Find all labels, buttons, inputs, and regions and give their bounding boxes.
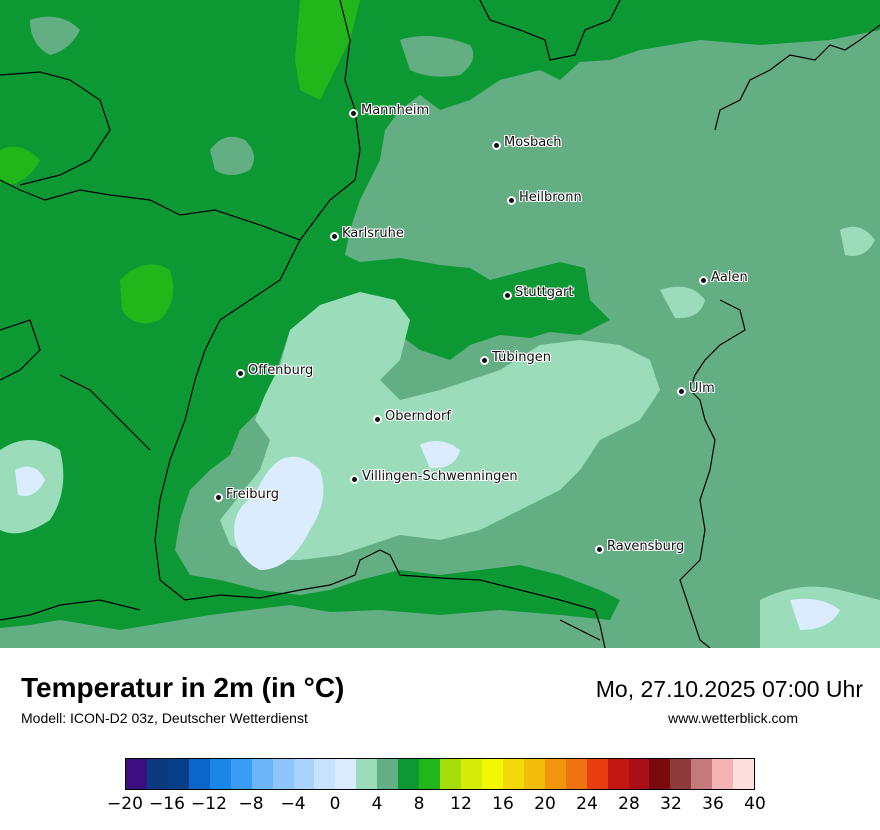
colorbar-swatch bbox=[670, 759, 692, 789]
city-ulm[interactable]: Ulm bbox=[677, 381, 715, 399]
city-marker-icon bbox=[480, 356, 489, 365]
colorbar-tick-label: 36 bbox=[702, 794, 724, 814]
colorbar-swatch bbox=[126, 759, 147, 789]
city-marker-icon bbox=[349, 109, 358, 118]
city-label: Heilbronn bbox=[519, 190, 582, 205]
city-heilbronn[interactable]: Heilbronn bbox=[507, 190, 582, 208]
city-label: Ravensburg bbox=[607, 539, 685, 554]
colorbar-ticks: −20 −16 −12 −8 −4 0 4 8 12 16 20 24 28 32 36 40 bbox=[0, 790, 880, 830]
colorbar-tick-label: −8 bbox=[238, 794, 264, 814]
city-label: Oberndorf bbox=[385, 409, 451, 424]
city-label: Mannheim bbox=[361, 103, 430, 118]
city-label: Ulm bbox=[689, 381, 715, 396]
colorbar-tick-label: 40 bbox=[744, 794, 766, 814]
temp-zone-bright bbox=[295, 0, 360, 100]
forecast-datetime: Mo, 27.10.2025 07:00 Uhr bbox=[595, 676, 863, 702]
colorbar-tick-label: 20 bbox=[534, 794, 556, 814]
colorbar-swatch bbox=[146, 759, 168, 789]
colorbar-swatch bbox=[272, 759, 294, 789]
colorbar-tick-label: −12 bbox=[191, 794, 227, 814]
city-label: Mosbach bbox=[504, 135, 562, 150]
colorbar-tick-label: 12 bbox=[450, 794, 472, 814]
city-marker-icon bbox=[492, 141, 501, 150]
colorbar-swatch bbox=[586, 759, 608, 789]
colorbar-swatch bbox=[481, 759, 503, 789]
colorbar-swatch bbox=[712, 759, 734, 789]
city-label: Offenburg bbox=[248, 363, 314, 378]
city-marker-icon bbox=[330, 232, 339, 241]
colorbar-tick-label: 8 bbox=[413, 794, 425, 814]
colorbar-swatch bbox=[565, 759, 587, 789]
colorbar-tick-label: 28 bbox=[618, 794, 640, 814]
city-label: Stuttgart bbox=[515, 285, 574, 300]
colorbar-swatch bbox=[377, 759, 399, 789]
colorbar-swatch bbox=[649, 759, 671, 789]
state-borders bbox=[0, 0, 880, 648]
city-label: Karlsruhe bbox=[342, 226, 404, 241]
map-svg bbox=[0, 0, 880, 648]
city-marker-icon bbox=[236, 369, 245, 378]
colorbar-swatch bbox=[335, 759, 357, 789]
map-title: Temperatur in 2m (in °C) bbox=[21, 672, 345, 703]
colorbar-swatch bbox=[544, 759, 566, 789]
colorbar-swatch bbox=[461, 759, 482, 789]
temperature-colorbar bbox=[125, 758, 755, 790]
colorbar-swatch bbox=[209, 759, 231, 789]
city-mannheim[interactable]: Mannheim bbox=[349, 103, 430, 121]
colorbar-swatch bbox=[691, 759, 713, 789]
city-label: Tübingen bbox=[492, 350, 551, 365]
city-offenburg[interactable]: Offenburg bbox=[236, 363, 314, 381]
city-karlsruhe[interactable]: Karlsruhe bbox=[330, 226, 404, 244]
colorbar-tick-label: −4 bbox=[280, 794, 306, 814]
colorbar-swatch bbox=[230, 759, 252, 789]
city-marker-icon bbox=[503, 291, 512, 300]
city-marker-icon bbox=[699, 276, 708, 285]
colorbar-swatch bbox=[167, 759, 189, 789]
city-label: Freiburg bbox=[226, 487, 280, 502]
colorbar-tick-label: 0 bbox=[329, 794, 341, 814]
city-tuebingen[interactable]: Tübingen bbox=[480, 350, 551, 368]
colorbar-swatch bbox=[398, 759, 420, 789]
colorbar-swatch bbox=[293, 759, 315, 789]
colorbar-swatch bbox=[251, 759, 273, 789]
colorbar-swatch bbox=[502, 759, 524, 789]
temperature-map[interactable]: Mannheim Mosbach Heilbronn Karlsruhe Aal… bbox=[0, 0, 880, 648]
colorbar-swatch bbox=[314, 759, 336, 789]
colorbar-tick-label: 16 bbox=[492, 794, 514, 814]
city-marker-icon bbox=[373, 415, 382, 424]
city-mosbach[interactable]: Mosbach bbox=[492, 135, 562, 153]
colorbar-tick-label: 32 bbox=[660, 794, 682, 814]
colorbar-swatch bbox=[523, 759, 545, 789]
temp-zone-light bbox=[220, 292, 660, 560]
colorbar-tick-label: −16 bbox=[149, 794, 185, 814]
colorbar-swatch bbox=[628, 759, 650, 789]
model-info: Modell: ICON-D2 03z, Deutscher Wetterdie… bbox=[21, 710, 308, 726]
colorbar-tick-label: 24 bbox=[576, 794, 598, 814]
colorbar-swatch bbox=[188, 759, 210, 789]
website-link[interactable]: www.wetterblick.com bbox=[668, 710, 798, 726]
colorbar-swatch bbox=[733, 759, 755, 789]
city-marker-icon bbox=[595, 545, 604, 554]
city-freiburg[interactable]: Freiburg bbox=[214, 487, 280, 505]
city-label: Villingen-Schwenningen bbox=[362, 469, 518, 484]
temp-zone-pale bbox=[234, 456, 324, 570]
city-marker-icon bbox=[214, 493, 223, 502]
city-marker-icon bbox=[350, 475, 359, 484]
colorbar-swatch bbox=[419, 759, 441, 789]
colorbar-swatch bbox=[607, 759, 629, 789]
city-marker-icon bbox=[677, 387, 686, 396]
city-label: Aalen bbox=[711, 270, 748, 285]
colorbar-swatch bbox=[356, 759, 378, 789]
city-oberndorf[interactable]: Oberndorf bbox=[373, 409, 451, 427]
city-marker-icon bbox=[507, 196, 516, 205]
colorbar-swatch bbox=[440, 759, 461, 789]
city-stuttgart[interactable]: Stuttgart bbox=[503, 285, 574, 303]
temp-zone-mid bbox=[210, 136, 254, 175]
city-aalen[interactable]: Aalen bbox=[699, 270, 748, 288]
colorbar-tick-label: 4 bbox=[371, 794, 383, 814]
city-villingen-schwenningen[interactable]: Villingen-Schwenningen bbox=[350, 469, 518, 487]
colorbar-tick-label: −20 bbox=[107, 794, 143, 814]
city-ravensburg[interactable]: Ravensburg bbox=[595, 539, 685, 557]
